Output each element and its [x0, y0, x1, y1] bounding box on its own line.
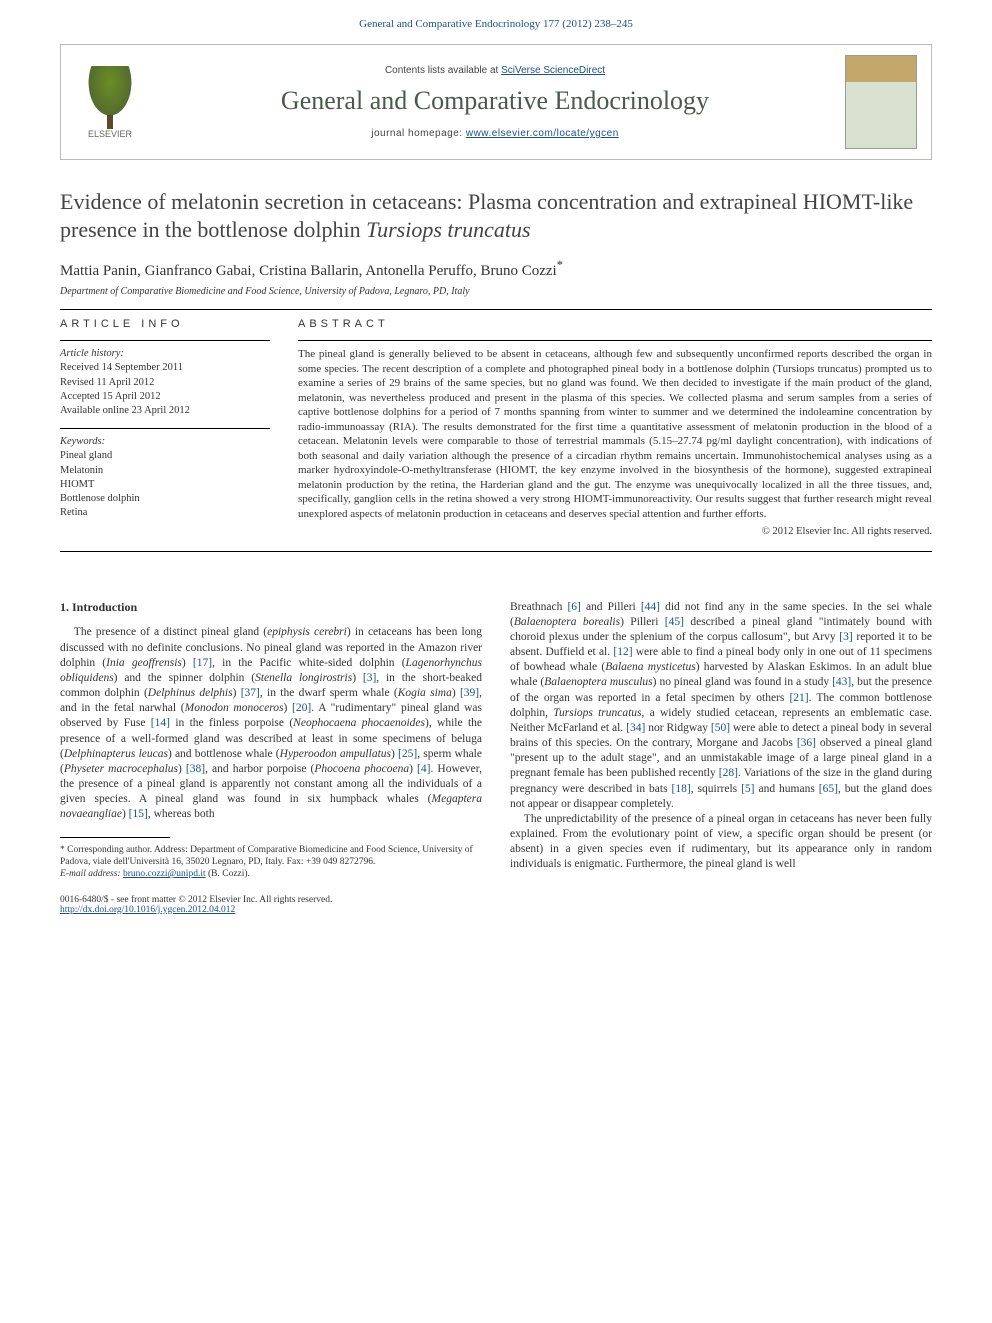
abstract-copyright: © 2012 Elsevier Inc. All rights reserved… — [298, 526, 932, 537]
abstract-heading: abstract — [298, 318, 932, 330]
intro-paragraph-1: The presence of a distinct pineal gland … — [60, 625, 482, 822]
publisher-logo: ELSEVIER — [75, 62, 145, 142]
header-center: Contents lists available at SciVerse Sci… — [145, 65, 845, 139]
email-footnote: E-mail address: bruno.cozzi@unipd.it (B.… — [60, 868, 482, 880]
divider — [60, 551, 932, 552]
publisher-logo-label: ELSEVIER — [88, 129, 132, 139]
issn-copyright-line: 0016-6480/$ - see front matter © 2012 El… — [60, 895, 932, 905]
article-info-column: article info Article history: Received 1… — [60, 318, 270, 536]
body-two-columns: 1. Introduction The presence of a distin… — [60, 600, 932, 881]
footnote-separator — [60, 837, 170, 838]
info-abstract-row: article info Article history: Received 1… — [60, 318, 932, 536]
abstract-text: The pineal gland is generally believed t… — [298, 340, 932, 521]
section-heading-intro: 1. Introduction — [60, 600, 482, 616]
right-column: Breathnach [6] and Pilleri [44] did not … — [510, 600, 932, 881]
left-column: 1. Introduction The presence of a distin… — [60, 600, 482, 881]
doi-link[interactable]: http://dx.doi.org/10.1016/j.ygcen.2012.0… — [60, 905, 235, 915]
intro-paragraph-2: Breathnach [6] and Pilleri [44] did not … — [510, 600, 932, 812]
journal-title: General and Comparative Endocrinology — [145, 86, 845, 116]
keywords-block: Keywords: Pineal gland Melatonin HIOMT B… — [60, 428, 270, 520]
divider — [60, 309, 932, 310]
journal-homepage-line: journal homepage: www.elsevier.com/locat… — [145, 128, 845, 139]
sciencedirect-link[interactable]: SciVerse ScienceDirect — [501, 65, 605, 76]
contents-available-line: Contents lists available at SciVerse Sci… — [145, 65, 845, 76]
journal-reference: General and Comparative Endocrinology 17… — [359, 18, 633, 30]
corresponding-email-link[interactable]: bruno.cozzi@unipd.it — [123, 869, 206, 879]
article-body: Evidence of melatonin secretion in cetac… — [0, 160, 992, 881]
running-head: General and Comparative Endocrinology 17… — [0, 0, 992, 38]
article-title: Evidence of melatonin secretion in cetac… — [60, 188, 932, 244]
corresponding-author-footnote: * Corresponding author. Address: Departm… — [60, 844, 482, 869]
article-info-heading: article info — [60, 318, 270, 330]
affiliation: Department of Comparative Biomedicine an… — [60, 286, 932, 297]
journal-homepage-link[interactable]: www.elsevier.com/locate/ygcen — [466, 128, 619, 139]
page-footer: 0016-6480/$ - see front matter © 2012 El… — [0, 881, 992, 935]
elsevier-tree-icon — [85, 66, 135, 121]
journal-cover-thumbnail — [845, 55, 917, 149]
article-history-block: Article history: Received 14 September 2… — [60, 340, 270, 418]
abstract-column: abstract The pineal gland is generally b… — [298, 318, 932, 536]
author-list: Mattia Panin, Gianfranco Gabai, Cristina… — [60, 258, 932, 280]
journal-header-box: ELSEVIER Contents lists available at Sci… — [60, 44, 932, 160]
intro-paragraph-3: The unpredictability of the presence of … — [510, 812, 932, 873]
